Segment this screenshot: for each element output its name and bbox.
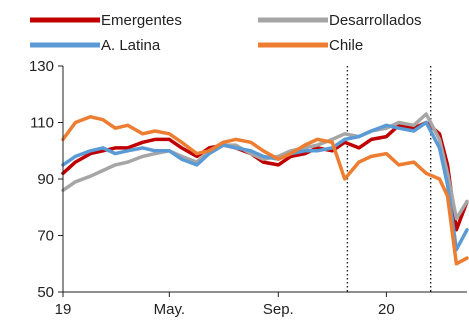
legend-label: Chile — [329, 37, 363, 54]
x-tick-label: Sep. — [263, 301, 294, 318]
y-tick-label: 90 — [37, 171, 54, 188]
legend: Emergentes Desarrollados A. Latina Chile — [30, 12, 422, 54]
x-ticks: 19 May. Sep. 20 — [55, 292, 395, 318]
x-tick-label: 19 — [55, 301, 72, 318]
vertical-markers — [346, 66, 432, 292]
plot-area: 50 70 90 110 130 19 May. Sep. 20 — [29, 58, 469, 318]
legend-label: A. Latina — [101, 37, 161, 54]
series-line-emergentes — [61, 120, 469, 232]
y-tick-label: 110 — [30, 115, 54, 132]
y-tick-label: 70 — [37, 228, 54, 245]
x-tick-label: May. — [154, 301, 185, 318]
x-tick-label: 20 — [378, 301, 395, 318]
series-line-a-latina — [61, 120, 469, 252]
legend-label: Desarrollados — [329, 12, 422, 29]
y-tick-label: 130 — [29, 58, 54, 75]
series-lines — [61, 112, 469, 266]
legend-label: Emergentes — [101, 12, 182, 29]
y-tick-label: 50 — [37, 284, 54, 301]
series-line-chile — [61, 115, 469, 266]
y-ticks: 50 70 90 110 130 — [29, 58, 63, 301]
